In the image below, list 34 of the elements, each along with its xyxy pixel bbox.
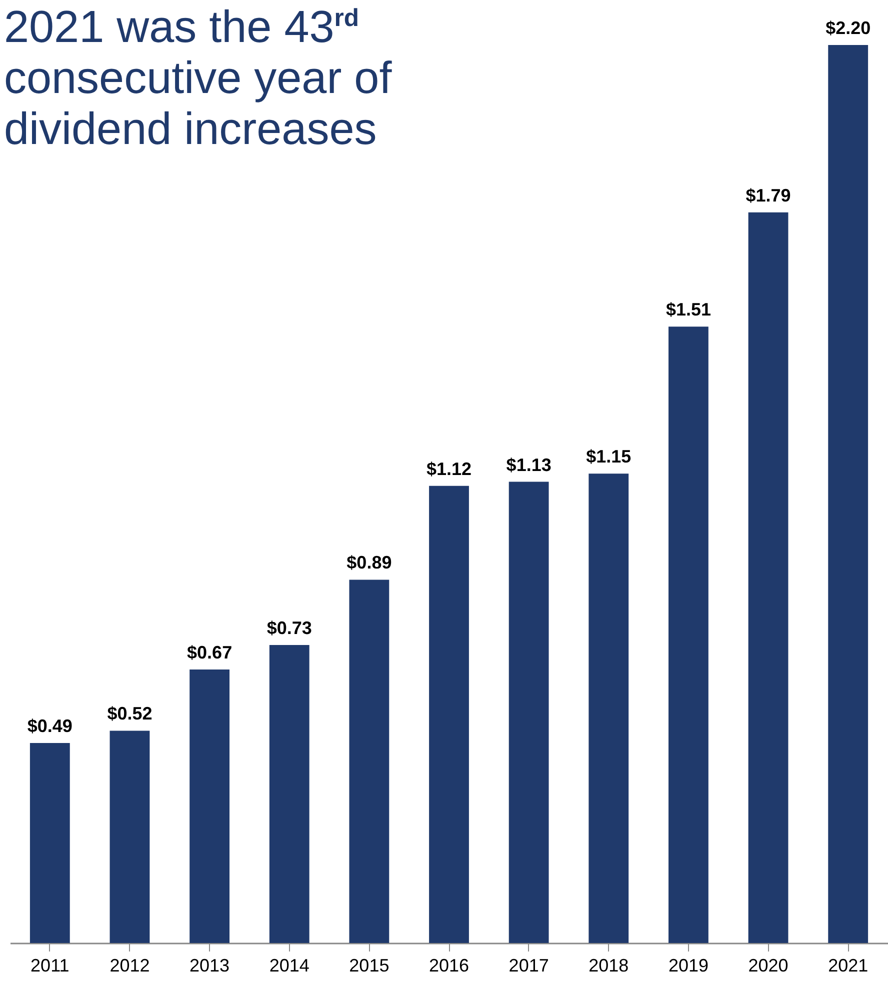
data-label: $0.52	[107, 704, 152, 724]
data-label: $2.20	[826, 18, 871, 38]
x-tick-label: 2018	[588, 956, 629, 976]
x-tick-label: 2014	[269, 956, 310, 976]
x-tick-label: 2019	[668, 956, 708, 976]
bar	[828, 45, 868, 943]
bar	[190, 670, 230, 943]
bar	[588, 474, 629, 943]
data-label: $0.49	[27, 716, 72, 736]
data-label: $1.79	[746, 185, 791, 206]
x-tick-label: 2017	[508, 956, 549, 976]
data-label: $1.13	[506, 454, 552, 475]
data-label: $1.12	[426, 458, 472, 479]
data-label: $0.89	[346, 552, 392, 573]
data-label: $0.67	[187, 642, 232, 663]
bar	[668, 326, 708, 943]
data-label: $1.51	[666, 300, 711, 320]
bar	[269, 645, 310, 943]
bar	[30, 742, 70, 943]
x-tick-label: 2020	[748, 956, 788, 976]
data-label: $1.15	[586, 446, 632, 467]
chart-title: 2021 was the 43$^{rd}$ consecutive year of dividend increases	[4, 1, 393, 155]
x-tick-label: 2011	[30, 956, 70, 976]
bar	[110, 730, 150, 943]
bar	[748, 212, 788, 943]
x-tick-label: 2016	[428, 956, 470, 976]
x-tick-label: 2012	[110, 956, 150, 976]
bar	[508, 482, 549, 943]
x-tick-label: 2015	[349, 956, 390, 976]
x-tick-label: 2013	[190, 956, 230, 976]
bar	[349, 580, 390, 943]
x-tick-label: 2021	[828, 956, 868, 976]
bar	[429, 486, 469, 943]
data-label: $0.73	[266, 618, 312, 638]
